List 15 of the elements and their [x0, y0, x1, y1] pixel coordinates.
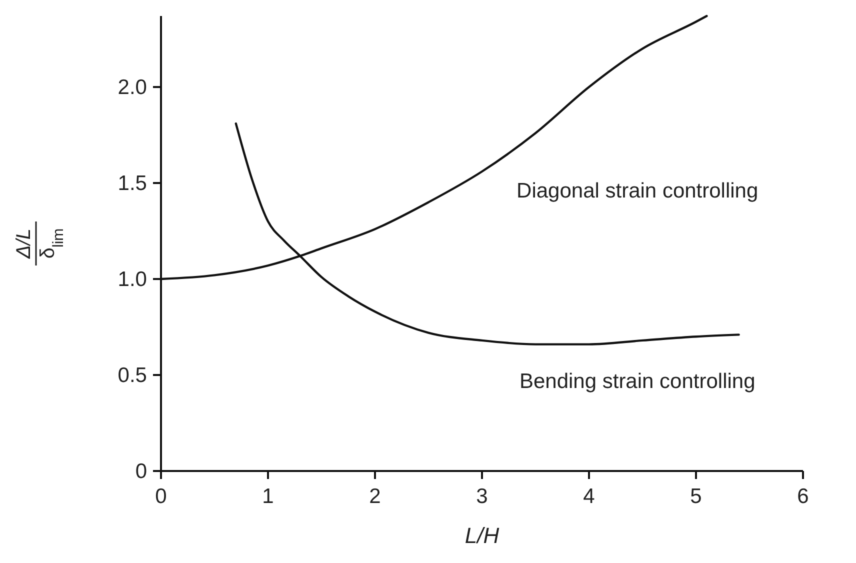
x-tick-label: 3 — [476, 485, 488, 508]
annotation: Bending strain controlling — [519, 370, 756, 393]
x-tick-label: 5 — [690, 485, 702, 508]
x-tick-label: 0 — [155, 485, 167, 508]
y-tick-label: 1.0 — [118, 268, 147, 292]
x-tick-label: 2 — [369, 485, 381, 508]
y-tick-label: 0.5 — [118, 364, 147, 388]
x-tick-label: 6 — [797, 485, 809, 508]
y-tick-label: 2.0 — [118, 76, 147, 100]
annotation: Diagonal strain controlling — [516, 180, 758, 203]
x-tick-label: 1 — [262, 485, 274, 508]
x-axis-title: L/H — [464, 523, 500, 548]
y-tick-label: 1.5 — [118, 172, 147, 196]
y-tick-label: 0 — [135, 460, 147, 483]
x-tick-label: 4 — [583, 485, 596, 508]
